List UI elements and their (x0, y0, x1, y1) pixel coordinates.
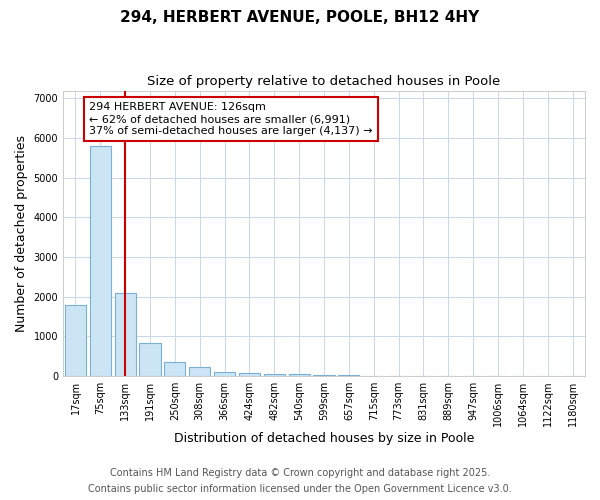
Text: Contains public sector information licensed under the Open Government Licence v3: Contains public sector information licen… (88, 484, 512, 494)
Bar (115, 293, 136, 376)
Bar (164, 362, 185, 376)
Bar (65, 304, 86, 376)
Bar (239, 373, 260, 376)
Text: 294, HERBERT AVENUE, POOLE, BH12 4HY: 294, HERBERT AVENUE, POOLE, BH12 4HY (121, 10, 479, 25)
Text: 294 HERBERT AVENUE: 126sqm
← 62% of detached houses are smaller (6,991)
37% of s: 294 HERBERT AVENUE: 126sqm ← 62% of deta… (89, 102, 373, 136)
Y-axis label: Number of detached properties: Number of detached properties (15, 135, 28, 332)
Bar (264, 374, 285, 376)
Bar (289, 374, 310, 376)
Text: Contains HM Land Registry data © Crown copyright and database right 2025.: Contains HM Land Registry data © Crown c… (110, 468, 490, 477)
Bar (214, 372, 235, 376)
X-axis label: Distribution of detached houses by size in Poole: Distribution of detached houses by size … (174, 432, 474, 445)
Bar (90, 146, 111, 376)
Bar (189, 367, 211, 376)
Title: Size of property relative to detached houses in Poole: Size of property relative to detached ho… (148, 75, 500, 88)
Bar (139, 343, 161, 376)
